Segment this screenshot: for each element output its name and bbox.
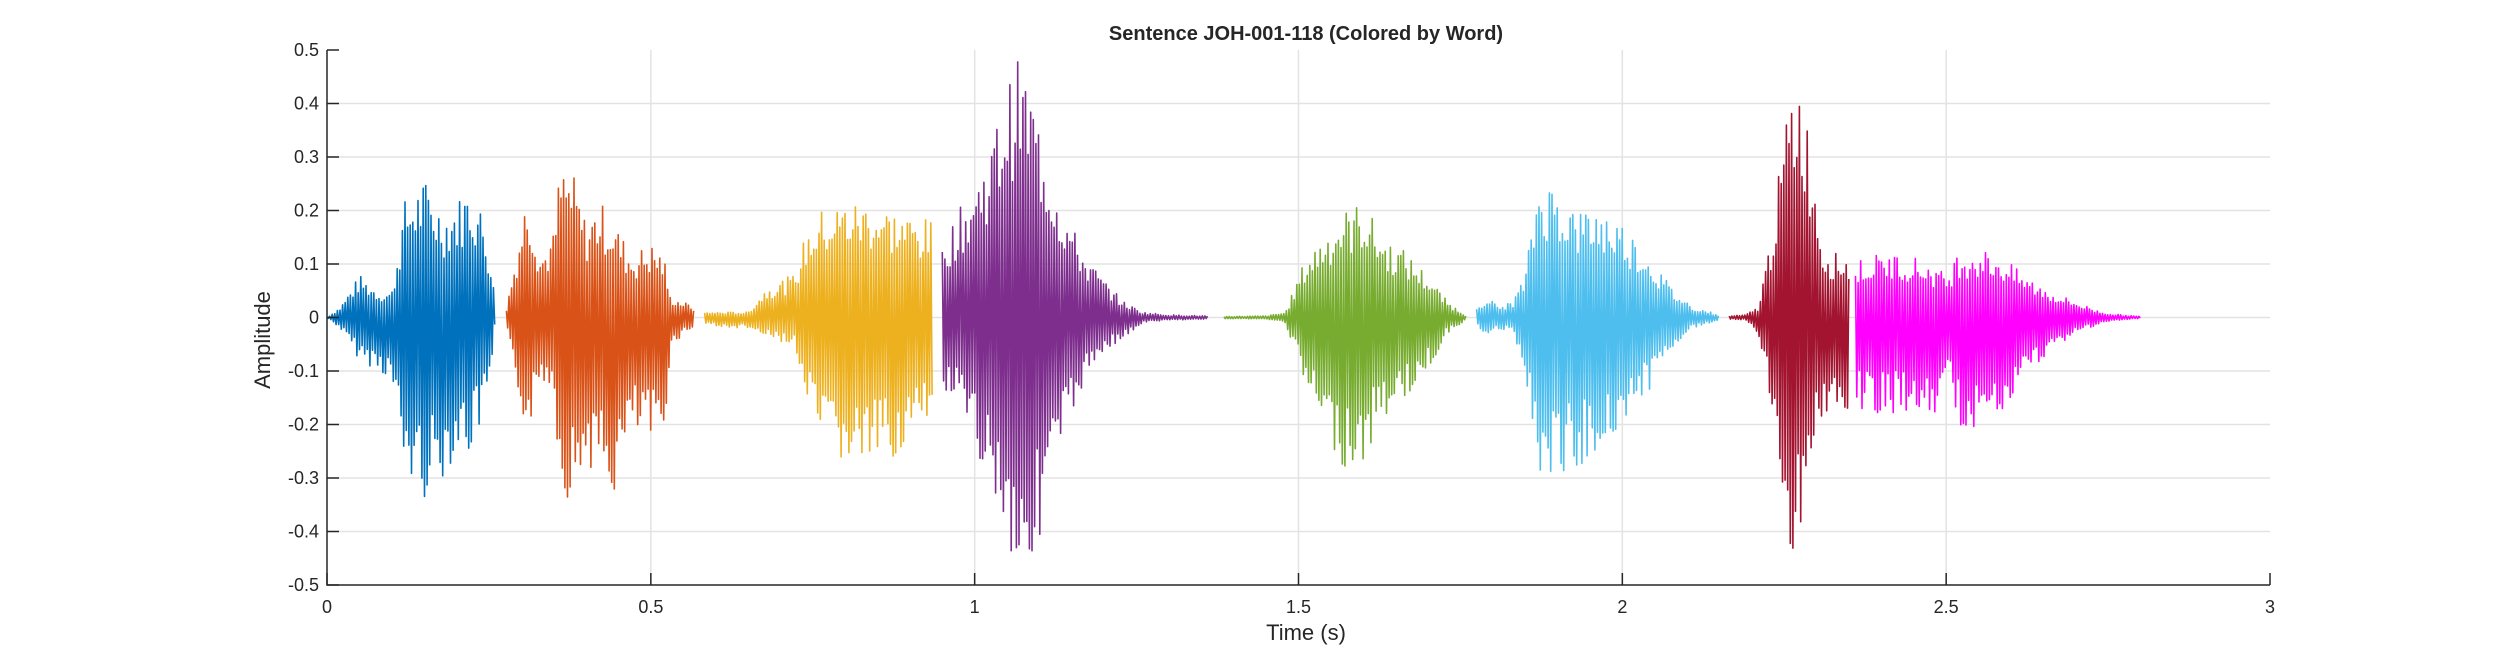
- x-tick-label: 3: [2265, 597, 2275, 617]
- word-waveform-8: [1854, 251, 2141, 428]
- word-waveform-2: [505, 177, 695, 498]
- y-tick-labels: 0.5 0.4 0.3 0.2 0.1 0 -0.1 -0.2 -0.3 -0.4 -0.5: [288, 40, 319, 595]
- word-waveform-4: [941, 61, 1209, 552]
- y-tick-label: -0.5: [288, 575, 319, 595]
- y-tick-label: -0.1: [288, 361, 319, 381]
- x-tick-label: 2.5: [1934, 597, 1959, 617]
- word-waveform-3: [703, 206, 933, 458]
- y-tick-label: 0.1: [294, 254, 319, 274]
- word-waveform-1: [326, 184, 496, 498]
- x-tick-label: 0: [322, 597, 332, 617]
- y-tick-label: -0.4: [288, 522, 319, 542]
- y-tick-label: 0.3: [294, 147, 319, 167]
- x-tick-label: 1.5: [1286, 597, 1311, 617]
- x-tick-label: 1: [970, 597, 980, 617]
- y-tick-label: -0.3: [288, 468, 319, 488]
- y-tick-label: 0.5: [294, 40, 319, 60]
- y-axis-label: Amplitude: [250, 291, 275, 389]
- x-tick-labels: 0 0.5 1 1.5 2 2.5 3: [322, 597, 2275, 617]
- y-tick-label: -0.2: [288, 415, 319, 435]
- waveform-series-group: [326, 61, 2141, 552]
- word-waveform-6: [1475, 192, 1720, 473]
- x-tick-label: 2: [1617, 597, 1627, 617]
- word-waveform-5: [1223, 207, 1467, 467]
- y-tick-label: 0: [309, 308, 319, 328]
- x-axis-label: Time (s): [1266, 620, 1346, 645]
- word-waveform-7: [1728, 105, 1850, 549]
- chart-title: Sentence JOH-001-118 (Colored by Word): [1109, 23, 1503, 45]
- y-tick-label: 0.2: [294, 201, 319, 221]
- x-tick-label: 0.5: [638, 597, 663, 617]
- y-tick-label: 0.4: [294, 94, 319, 114]
- axes: [326, 49, 2271, 586]
